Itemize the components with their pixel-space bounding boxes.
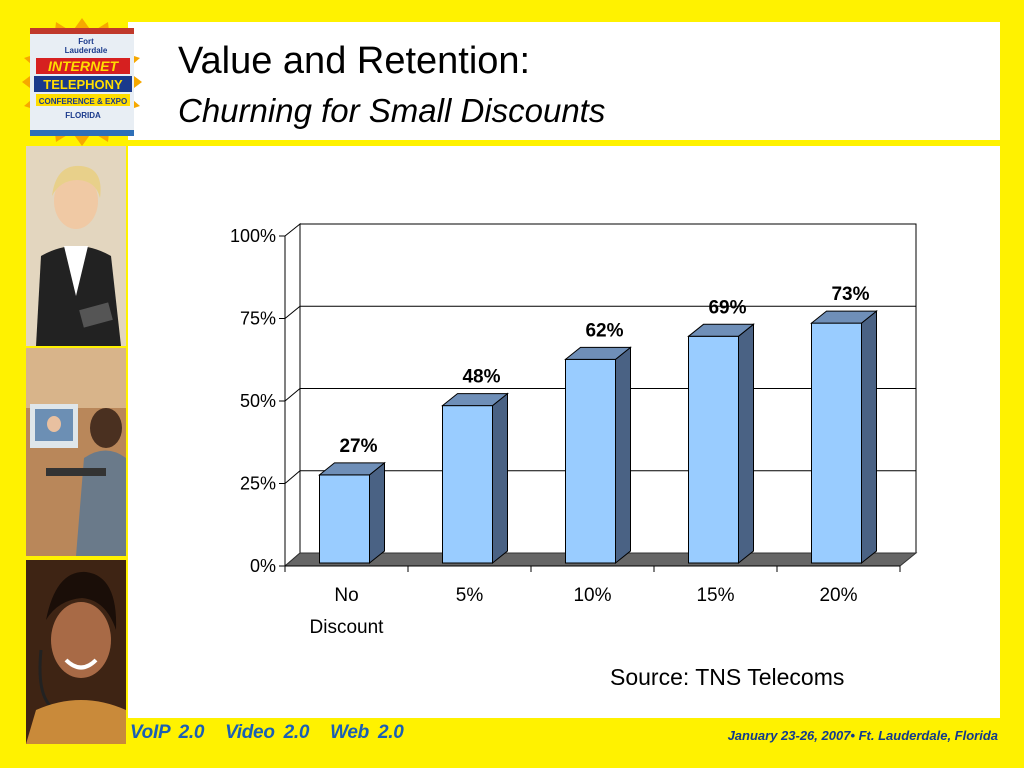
photo-videocall-worker	[26, 348, 126, 556]
bar-top	[687, 323, 755, 337]
bar	[318, 461, 386, 565]
gridline-side	[284, 305, 301, 319]
bar	[441, 392, 509, 565]
x-tick-label: 20%	[819, 585, 857, 606]
x-tick-label: No	[334, 585, 358, 606]
data-label: 62%	[585, 320, 623, 341]
bar-top	[318, 462, 386, 476]
slide-title: Value and Retention:	[178, 40, 531, 82]
footer-topic-voip: VoIP 2.0	[130, 722, 205, 743]
logo-text-internet: INTERNET	[48, 58, 119, 74]
chart-labels: 0% 25% 50% 75% 100% 27% No Discount 48% 5% 62% 10% 6…	[230, 226, 870, 638]
bar-top	[441, 393, 509, 407]
chart-bars	[318, 310, 878, 565]
y-tick-label: 25%	[240, 474, 276, 494]
bar-side	[615, 346, 631, 565]
bar	[687, 323, 755, 565]
bar-side	[369, 461, 385, 565]
footer-topics: VoIP 2.0 Video 2.0 Web 2.0	[130, 722, 415, 744]
bar-front	[688, 335, 739, 564]
data-label: 48%	[462, 367, 500, 388]
data-label: 69%	[708, 297, 746, 318]
gridline-side	[284, 388, 301, 402]
conference-logo: Fort Lauderdale INTERNET TELEPHONY CONFE…	[22, 18, 142, 146]
y-tick-label: 75%	[240, 309, 276, 329]
bar-top	[564, 346, 632, 360]
bar	[564, 346, 632, 565]
footer-topic-web: Web 2.0	[330, 722, 404, 743]
x-tick-label: 5%	[456, 585, 484, 606]
bar-front	[442, 405, 493, 564]
logo-text-telephony: TELEPHONY	[43, 77, 123, 92]
bar-front	[565, 358, 616, 564]
bar-top	[810, 310, 878, 324]
y-tick-label: 50%	[240, 391, 276, 411]
source-note: Source: TNS Telecoms	[610, 664, 845, 690]
y-tick-label: 0%	[250, 556, 276, 576]
logo-text-city: Lauderdale	[65, 46, 108, 55]
gridline-side	[284, 470, 301, 484]
photo-headset-agent	[26, 560, 126, 744]
bar-front	[811, 322, 862, 564]
photo-businesswoman	[26, 146, 126, 346]
bar-front	[319, 474, 370, 564]
data-label: 73%	[831, 284, 869, 305]
x-tick-label: 10%	[573, 585, 611, 606]
x-tick-label: Discount	[310, 617, 385, 638]
footer-date-location: January 23-26, 2007• Ft. Lauderdale, Flo…	[727, 728, 998, 743]
footer-topic-video: Video 2.0	[225, 722, 310, 743]
bar-side	[738, 323, 754, 565]
y-tick-label: 100%	[230, 226, 276, 246]
title-band	[128, 22, 1000, 140]
bar-side	[492, 392, 508, 565]
x-tick-label: 15%	[696, 585, 734, 606]
data-label: 27%	[339, 436, 377, 457]
logo-text-state: FLORIDA	[65, 111, 101, 120]
logo-text-conference: CONFERENCE & EXPO	[39, 97, 127, 106]
logo-text-fort: Fort	[78, 37, 94, 46]
bar	[810, 310, 878, 565]
bar-side	[861, 310, 877, 565]
slide-subtitle: Churning for Small Discounts	[178, 92, 606, 129]
